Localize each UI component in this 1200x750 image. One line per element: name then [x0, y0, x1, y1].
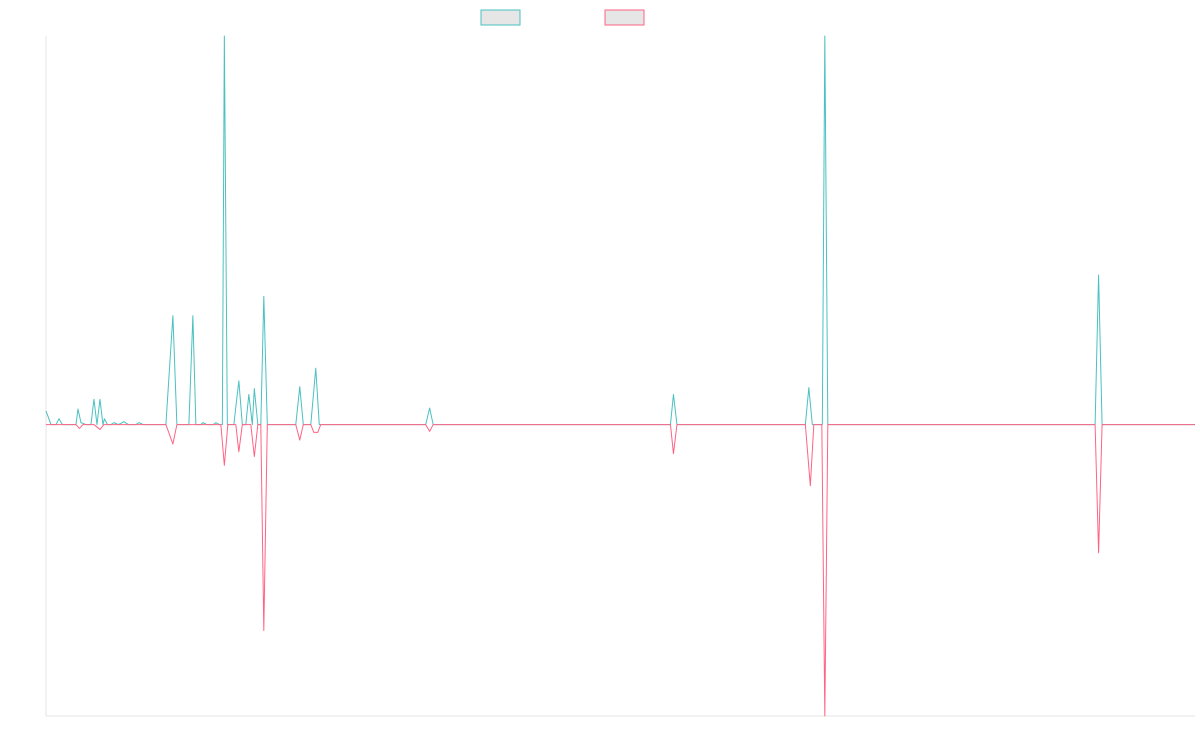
legend-swatch-2: [604, 9, 645, 26]
series-layer: [45, 35, 1195, 717]
legend-swatch-1: [480, 9, 521, 26]
series-line-1: [45, 35, 1195, 426]
legend-item-1[interactable]: [480, 9, 521, 26]
axes: [45, 36, 1195, 717]
series-line-2: [46, 424, 1195, 717]
legend: [480, 9, 645, 26]
legend-item-2[interactable]: [604, 9, 645, 26]
